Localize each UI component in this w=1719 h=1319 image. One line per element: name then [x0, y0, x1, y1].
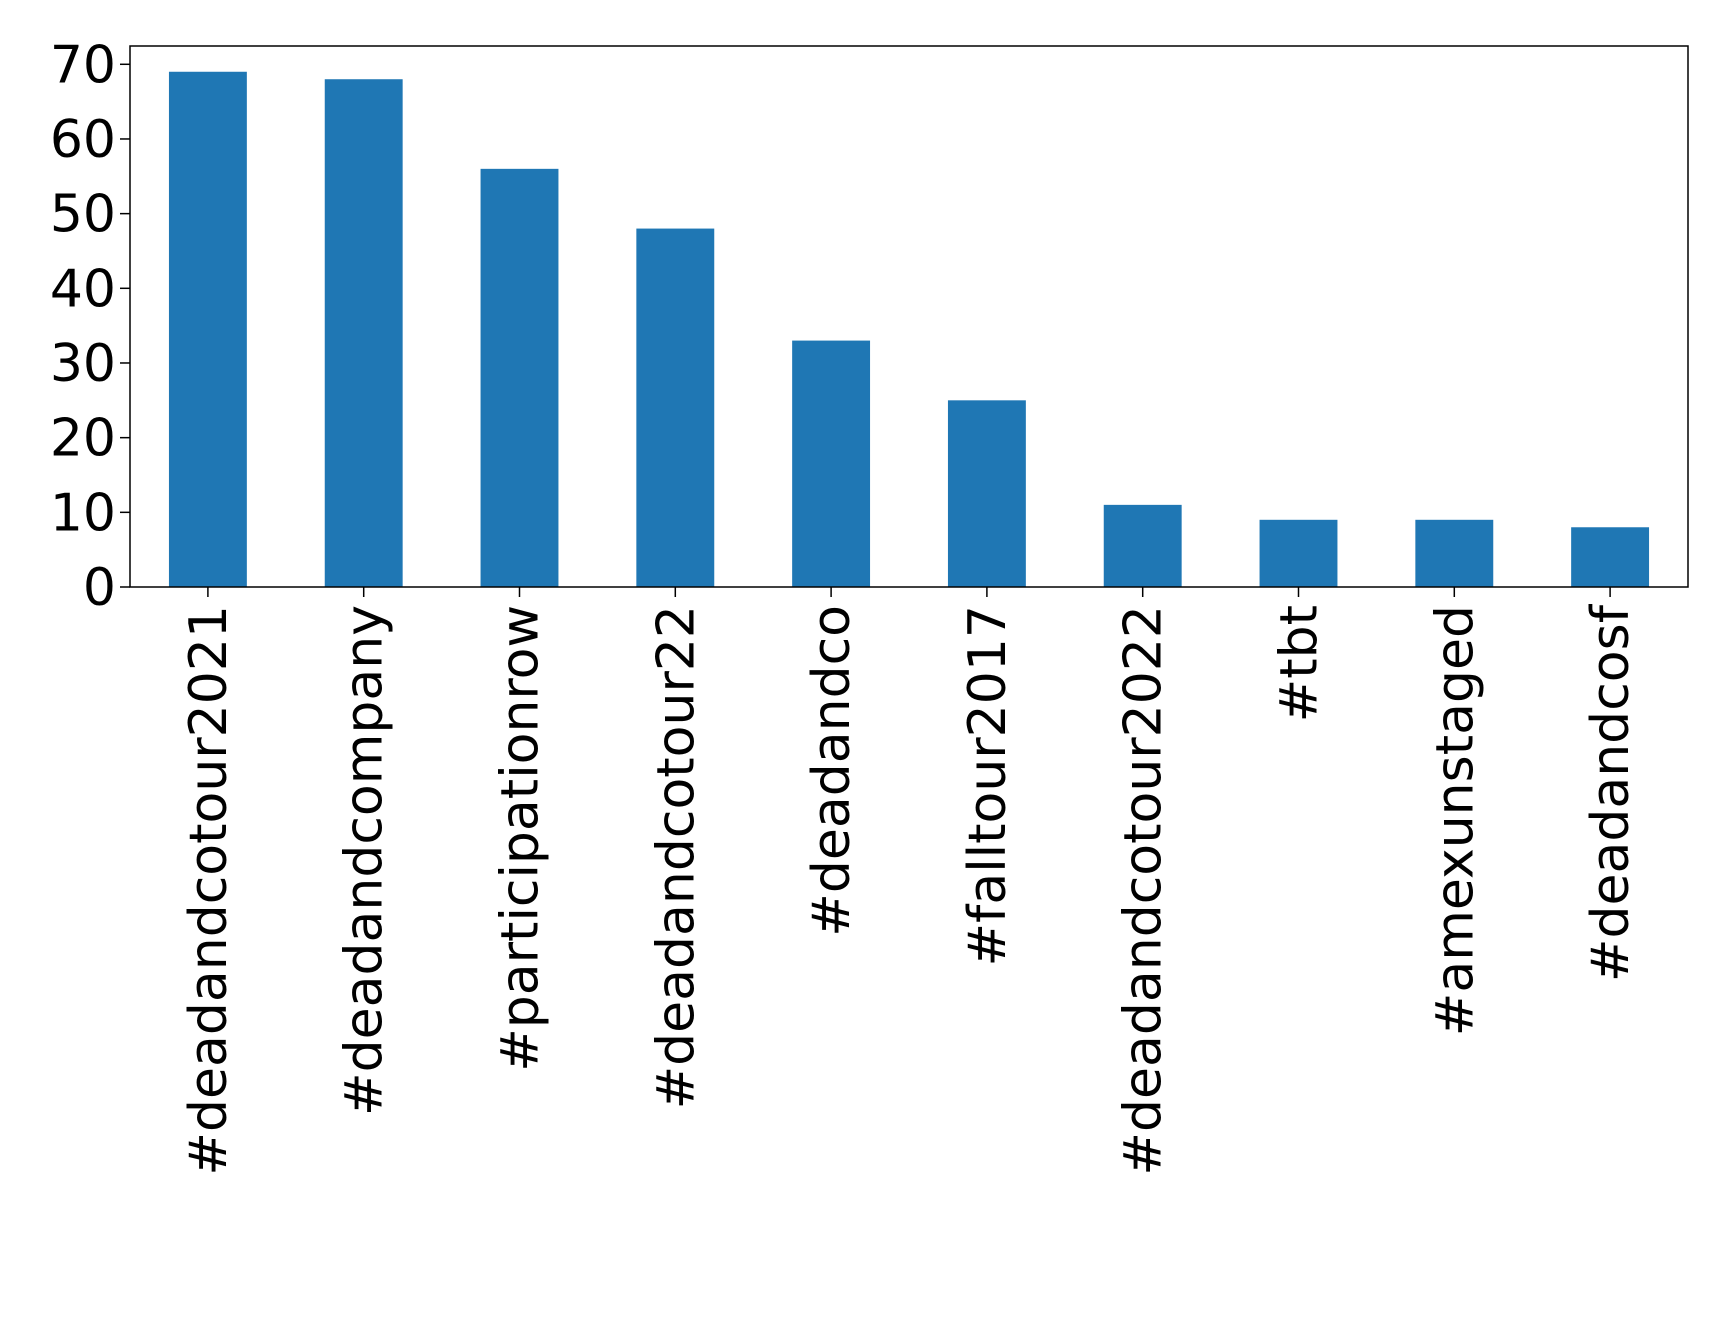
y-tick-label: 70: [50, 35, 116, 95]
x-tick-label: #deadandcosf: [1581, 603, 1641, 982]
x-tick-label: #deadandco: [802, 605, 862, 937]
x-tick-label: #deadandcotour2022: [1114, 605, 1174, 1176]
plot-frame: [129, 45, 1689, 588]
bar-deadandcotour2022: [1103, 504, 1182, 587]
x-tick-label: #deadandcompany: [335, 605, 395, 1116]
x-tick-label: #deadandcotour22: [646, 605, 706, 1109]
x-axis: #deadandcotour2021 #deadandcompany #partic…: [179, 587, 1641, 1176]
x-tick-label: #deadandcotour2021: [179, 605, 239, 1176]
y-tick-label: 60: [50, 110, 116, 170]
bar-deadandcompany: [324, 79, 403, 587]
bar-falltour2017: [947, 400, 1026, 587]
bar-deadandco: [792, 340, 871, 587]
bar-deadandcosf: [1571, 527, 1650, 587]
y-tick-label: 40: [50, 259, 116, 319]
x-tick-label: #falltour2017: [958, 605, 1018, 967]
y-axis: 0 10 20 30 40 50 60 70: [50, 35, 130, 618]
bar-deadandcotour2021: [168, 71, 247, 587]
bar-tbt: [1259, 519, 1338, 587]
y-tick-label: 0: [83, 558, 116, 618]
bar-amexunstaged: [1415, 519, 1494, 587]
x-tick-label: #tbt: [1270, 605, 1330, 722]
y-tick-label: 20: [50, 409, 116, 469]
bar-participationrow: [480, 168, 559, 587]
y-tick-label: 10: [50, 483, 116, 543]
bar-deadandcotour22: [636, 228, 715, 587]
x-tick-label: #amexunstaged: [1425, 605, 1485, 1036]
x-tick-label: #participationrow: [491, 605, 551, 1072]
y-tick-label: 30: [50, 334, 116, 394]
bars-layer: [168, 71, 1650, 587]
y-tick-label: 50: [50, 185, 116, 245]
